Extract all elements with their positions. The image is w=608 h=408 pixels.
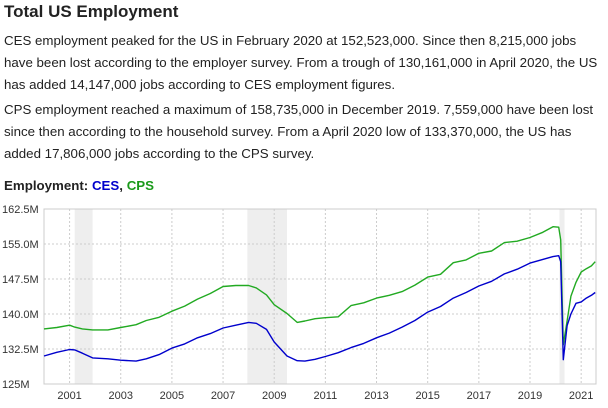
y-tick-label-4: 155.0M <box>2 239 39 251</box>
x-tick-label-3: 2007 <box>211 390 235 402</box>
x-tick-label-9: 2019 <box>518 390 542 402</box>
chart-series <box>43 226 596 362</box>
x-tick-label-5: 2011 <box>314 390 338 402</box>
x-tick-label-0: 2001 <box>57 390 81 402</box>
y-tick-label-1: 132.5M <box>2 344 39 356</box>
cps-summary-paragraph: CPS employment reached a maximum of 158,… <box>4 102 594 161</box>
x-tick-label-8: 2017 <box>467 390 491 402</box>
y-tick-label-0: 125M <box>2 379 30 391</box>
x-axis-ticks: 2001 2003 2005 2007 2009 2011 2013 2015 2017 2019… <box>57 390 593 402</box>
y-tick-label-5: 162.5M <box>2 204 39 216</box>
y-tick-label-2: 140.0M <box>2 309 39 321</box>
series-line-ces <box>43 255 596 362</box>
x-tick-label-2: 2005 <box>160 390 184 402</box>
ces-summary-paragraph: CES employment peaked for the US in Febr… <box>4 33 598 92</box>
legend-ces-link[interactable]: CES <box>91 178 120 193</box>
y-axis-ticks: 125M 132.5M 140.0M 147.5M 155.0M 162.5M <box>2 204 39 391</box>
series-line-cps <box>43 226 596 346</box>
legend-separator: , <box>119 178 123 193</box>
chart-grid <box>43 208 597 385</box>
chart-legend: Employment: CES, CPS <box>4 178 154 193</box>
x-tick-label-4: 2009 <box>262 390 286 402</box>
x-tick-label-10: 2021 <box>569 390 593 402</box>
x-tick-label-6: 2013 <box>364 390 388 402</box>
x-tick-label-1: 2003 <box>108 390 132 402</box>
legend-label: Employment: <box>4 178 89 193</box>
legend-cps-link[interactable]: CPS <box>126 178 155 193</box>
recession-band-0 <box>74 209 93 384</box>
x-tick-label-7: 2015 <box>415 390 439 402</box>
page-title: Total US Employment <box>4 2 179 21</box>
y-tick-label-3: 147.5M <box>2 274 39 286</box>
